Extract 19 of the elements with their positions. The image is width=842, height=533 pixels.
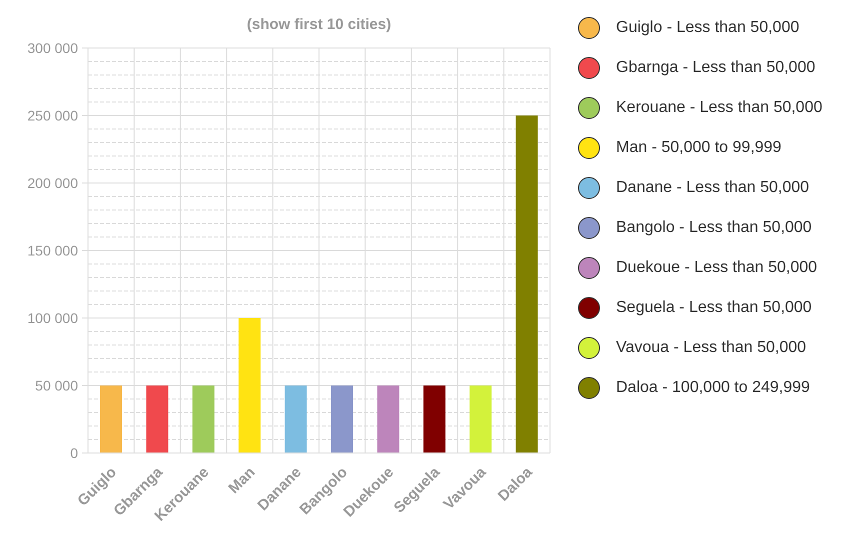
legend-label: Man - 50,000 to 99,999 [616, 139, 782, 157]
legend-label: Seguela - Less than 50,000 [616, 299, 812, 317]
legend-label: Vavoua - Less than 50,000 [616, 339, 806, 357]
legend-label: Duekoue - Less than 50,000 [616, 259, 818, 277]
legend-label: Bangolo - Less than 50,000 [616, 219, 812, 237]
legend-label: Kerouane - Less than 50,000 [616, 99, 822, 117]
y-tick-label: 200 000 [27, 175, 78, 191]
legend-label: Daloa - 100,000 to 249,999 [616, 379, 810, 397]
legend-label: Danane - Less than 50,000 [616, 179, 810, 197]
y-tick-label: 150 000 [27, 242, 78, 258]
y-tick-label: 0 [70, 445, 78, 461]
legend-label: Guiglo - Less than 50,000 [616, 19, 800, 37]
x-tick-label: Man [225, 464, 259, 498]
y-tick-label: 250 000 [27, 108, 78, 124]
y-tick-label: 300 000 [27, 40, 78, 56]
y-tick-label: 50 000 [35, 378, 78, 394]
chart-title: (show first 10 cities) [246, 16, 392, 33]
y-tick-label: 100 000 [27, 310, 78, 326]
legend-label: Gbarnga - Less than 50,000 [616, 59, 816, 77]
